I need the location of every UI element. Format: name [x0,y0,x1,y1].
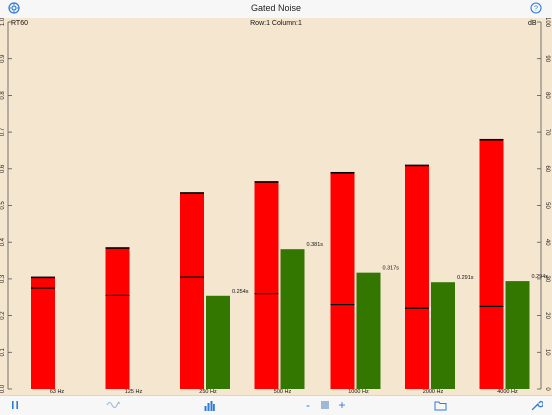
rt60-value-label: 0.317s [383,266,400,272]
left-axis-tick-label: 0.9 [0,54,6,63]
left-axis-tick-label: 0.4 [0,237,6,246]
frequency-label: 125 Hz [125,389,143,395]
rt60-value-label: 0.381s [307,242,324,248]
rt60-bar [431,282,455,389]
left-axis-tick-label: 0.2 [0,311,6,320]
floor-marker [180,276,204,278]
bar-chart-icon[interactable] [203,397,215,413]
floor-marker [105,294,130,297]
level-bar [31,277,55,389]
rt60-value-label: 0.291s [457,275,474,281]
folder-icon[interactable] [433,397,447,413]
left-axis-tick-label: 0.5 [0,201,6,210]
frequency-label: 1000 Hz [348,389,369,395]
frequency-label: 63 Hz [50,389,65,395]
right-axis-tick-label: 90 [544,55,550,62]
level-bar-top-edge [254,181,279,183]
level-bar-top-edge [180,192,204,194]
left-axis-tick-label: 0.3 [0,274,6,283]
right-axis-tick-label: 70 [544,129,550,136]
level-bar [405,165,429,389]
frequency-label: 500 Hz [274,389,292,395]
right-axis-tick-label: 100 [544,18,550,28]
floor-marker [31,287,55,289]
left-axis-tick-label: 0.8 [0,91,6,100]
right-axis-tick-label: 0 [544,387,550,391]
right-axis-tick-label: 40 [544,239,550,246]
floor-marker [405,307,429,309]
floor-marker [330,303,355,306]
level-bar [479,139,504,389]
rt60-bar-chart: 0.0 0.1 0.2 0.3 0.4 0.5 0.6 0.7 0.8 0.9 1.0 0 10 20 30… [0,18,550,395]
cell-position-readout: Row:1 Column:1 [250,20,302,27]
rt60-bar [356,272,381,389]
zoom-in-button[interactable]: + [338,398,346,412]
level-bar-top-edge [405,164,429,167]
zoom-out-button[interactable]: - [306,398,310,412]
right-axis-tick-label: 50 [544,202,550,209]
level-bar [105,247,130,389]
level-bar-top-edge [105,247,130,249]
left-axis-tick-label: 0.6 [0,164,6,173]
frequency-label: 2000 Hz [423,389,444,395]
question-icon[interactable]: ? [530,2,542,14]
svg-text:?: ? [534,4,538,13]
level-bar [180,192,204,389]
right-axis-tick-label: 30 [544,276,550,283]
right-axis-tick-label: 80 [544,92,550,99]
pause-icon[interactable] [9,397,21,413]
rt60-bar [505,281,530,389]
rt60-value-label: 0.254s [232,289,249,295]
floor-marker [479,305,504,308]
window-title: Gated Noise [250,3,302,13]
left-axis-tick-label: 0.1 [0,347,6,356]
right-axis-tick-label: 10 [544,349,550,356]
rt60-chart-area[interactable]: 0.0 0.1 0.2 0.3 0.4 0.5 0.6 0.7 0.8 0.9 1.0 0 10 20 30… [0,18,552,395]
right-axis-tick-label: 20 [544,312,550,319]
floor-marker [254,292,279,295]
left-axis-tick-label: 1.0 [0,18,6,26]
level-bar [330,172,355,389]
stop-icon[interactable] [320,397,330,413]
gear-icon[interactable] [8,2,20,14]
level-bar-top-edge [31,276,55,279]
left-axis-tick-label: 0.7 [0,127,6,136]
title-bar: Gated Noise ? [0,0,552,19]
rt60-bar [280,249,305,389]
rt60-value-label: 0.294s [532,274,549,280]
frequency-label: 4000 Hz [497,389,518,395]
level-bar-top-edge [330,171,355,174]
left-axis-unit: RT60 [11,20,28,27]
bottom-toolbar: - + [0,395,552,415]
waveform-icon[interactable] [106,397,120,413]
rt60-bar [206,295,230,389]
wrench-icon[interactable] [530,397,544,413]
level-bar-top-edge [479,138,504,141]
left-axis-tick-label: 0.0 [0,384,6,393]
right-axis-unit: dB [528,20,537,27]
right-axis-tick-label: 60 [544,165,550,172]
frequency-label: 250 Hz [199,389,217,395]
level-bar [254,181,279,389]
